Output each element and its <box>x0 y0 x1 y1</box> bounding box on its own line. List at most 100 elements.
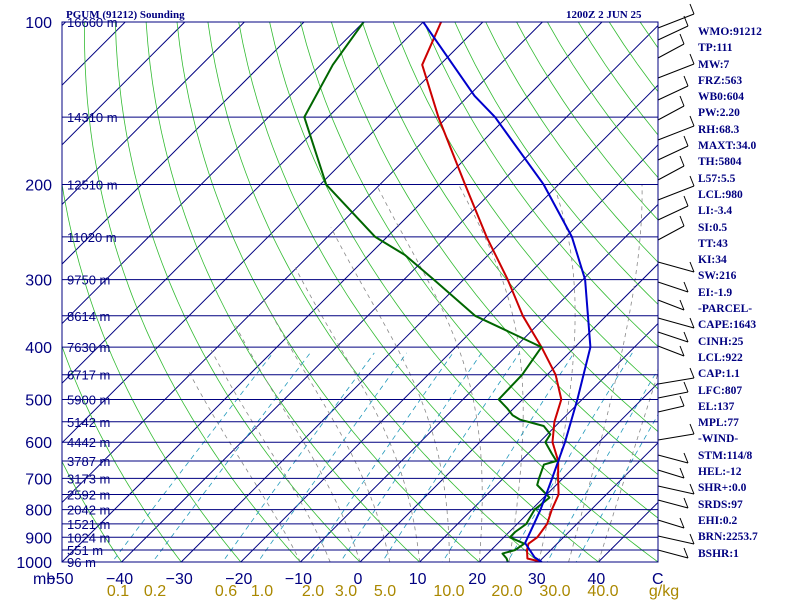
height-label: 2592 m <box>67 488 110 503</box>
dry-adiabat-line <box>485 22 658 263</box>
mixing-ratio-tick-label: 0.2 <box>144 583 166 600</box>
wind-barb <box>657 145 689 161</box>
isotherm-line <box>478 382 658 562</box>
wind-barb <box>657 299 685 311</box>
wind-barb <box>657 85 689 101</box>
wind-barb-flag <box>683 15 689 27</box>
pressure-tick-label: 300 <box>25 273 52 290</box>
height-label: 8614 m <box>67 309 110 324</box>
stat-item: PW:2.20 <box>698 107 740 120</box>
isotherm-line <box>538 442 658 562</box>
wind-barb <box>657 391 689 399</box>
wind-barb-flag <box>683 331 689 343</box>
height-label: 3173 m <box>67 471 110 486</box>
wind-barb <box>657 185 695 201</box>
mixing-ratio-line <box>152 352 311 562</box>
wind-barb-flag <box>683 547 689 559</box>
wind-barb <box>657 125 695 141</box>
mixing-ratio-line <box>308 352 454 562</box>
wind-barb-flag <box>679 345 685 357</box>
wind-barb <box>657 377 695 385</box>
isotherm-line <box>62 22 603 562</box>
wind-barb <box>657 105 685 121</box>
stat-item: CAPE:1643 <box>698 319 757 332</box>
mixing-ratio-tick-label: 1.0 <box>251 583 273 600</box>
mixing-ratio-tick-label: 3.0 <box>335 583 357 600</box>
stat-item: BRN:2253.7 <box>698 531 758 544</box>
wind-barb-flag <box>683 195 689 207</box>
wind-barb-flag <box>689 423 695 435</box>
wind-barb <box>657 261 695 273</box>
stat-item: LCL:980 <box>698 188 743 201</box>
wind-barb <box>657 43 685 59</box>
mixing-ratio-line <box>442 352 575 562</box>
wind-barb-flag <box>689 317 695 329</box>
dewpoint-profile <box>303 22 558 562</box>
stat-item: BSHR:1 <box>698 547 739 560</box>
wind-barb <box>657 13 695 29</box>
pressure-tick-label: 900 <box>25 530 52 547</box>
mixing-ratio-tick-label: 40.0 <box>587 583 618 600</box>
isotherm-line <box>359 263 658 562</box>
height-label: 9750 m <box>67 273 110 288</box>
height-label: 7630 m <box>67 340 110 355</box>
temperature-tick-label: −10 <box>285 571 312 588</box>
wind-barb <box>657 499 689 509</box>
dry-adiabat-line <box>84 22 301 562</box>
height-label: 96 m <box>67 555 96 570</box>
wind-barb-flag <box>689 533 695 545</box>
moist-adiabat-line <box>330 227 450 562</box>
wind-barb-flag <box>689 115 695 127</box>
dry-adiabat-line <box>62 181 242 562</box>
pressure-tick-label: 400 <box>25 340 52 357</box>
moist-adiabat-line <box>235 325 361 562</box>
stat-item: FRZ:563 <box>698 74 743 87</box>
stat-item: L57:5.5 <box>698 172 736 185</box>
dry-adiabat-line <box>269 22 658 562</box>
wind-barb <box>657 535 695 545</box>
wind-barb-flag <box>689 367 695 379</box>
mixing-ratio-line <box>257 352 407 562</box>
temperature-tick-label: 30 <box>528 571 546 588</box>
dry-adiabat-line <box>577 22 658 136</box>
isotherm-line <box>62 22 305 265</box>
wind-barb-flag <box>679 299 685 311</box>
stat-item: EL:137 <box>698 400 735 413</box>
pressure-tick-label: 600 <box>25 435 52 452</box>
temperature-tick-label: −30 <box>166 571 193 588</box>
pressure-unit-label: mb <box>33 571 55 588</box>
isotherm-line <box>62 22 543 504</box>
pressure-tick-label: 700 <box>25 471 52 488</box>
pressure-tick-label: 800 <box>25 503 52 520</box>
height-label: 12510 m <box>67 178 118 193</box>
height-label: 16660 m <box>67 15 118 30</box>
wind-barb-flag <box>679 95 685 107</box>
wind-barb-flag <box>679 517 685 529</box>
wind-barb <box>657 281 689 293</box>
dry-adiabat-line <box>238 22 600 562</box>
mixing-ratio-tick-label: 30.0 <box>539 583 570 600</box>
temperature-tick-label: −50 <box>46 571 73 588</box>
height-label: 1521 m <box>67 517 110 532</box>
stat-item: EI:-1.9 <box>698 286 733 299</box>
dry-adiabat-line <box>331 22 658 476</box>
stat-item: LI:-3.4 <box>698 205 733 218</box>
mixing-ratio-line <box>506 352 633 562</box>
wind-barb <box>657 405 685 413</box>
temperature-tick-label: −20 <box>225 571 252 588</box>
temperature-tick-label: −40 <box>106 571 133 588</box>
wind-barb <box>657 454 689 464</box>
pressure-tick-label: 500 <box>25 392 52 409</box>
wind-barb <box>657 25 689 41</box>
wind-barb <box>657 205 689 221</box>
moist-adiabat-line <box>294 267 420 562</box>
wind-barb-flag <box>683 135 689 147</box>
stat-item: -WIND- <box>698 433 739 446</box>
parcel-profile <box>422 22 592 562</box>
dry-adiabat-line <box>114 22 361 562</box>
pressure-tick-label: 100 <box>25 15 52 32</box>
mixing-ratio-unit-label: g/kg <box>649 583 679 600</box>
isotherm-line <box>62 22 364 325</box>
height-label: 3787 m <box>67 454 110 469</box>
